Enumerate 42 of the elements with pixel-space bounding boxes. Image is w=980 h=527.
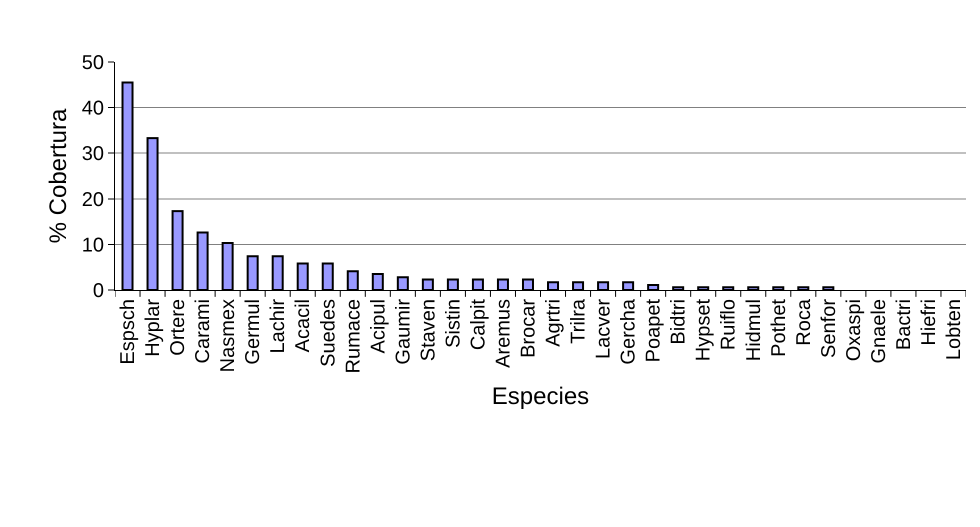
x-tick-label: Lobten xyxy=(942,299,965,360)
x-tick-label: Pothet xyxy=(768,298,790,357)
x-tick-label: Lachir xyxy=(267,298,290,354)
x-tick-label: Bidtri xyxy=(668,299,690,345)
x-tick-label: Hiefri xyxy=(918,299,940,346)
x-tick-label: Hypset xyxy=(692,298,715,362)
x-tick-label: Gnaele xyxy=(868,299,890,364)
x-tick-label: Oxaspi xyxy=(842,299,865,362)
x-tick-label: Ortere xyxy=(167,299,190,356)
y-tick-label: 30 xyxy=(82,143,104,166)
x-tick-label: Sistin xyxy=(442,299,464,348)
x-tick-label: Acacil xyxy=(292,299,314,352)
x-tick-label: Acipul xyxy=(367,299,390,354)
y-tick-label: 10 xyxy=(82,234,104,256)
x-tick-label: Nasmex xyxy=(217,299,240,372)
y-axis-title: % Cobertura xyxy=(44,108,72,244)
x-tick-label: Hidmul xyxy=(742,299,765,362)
x-tick-label: Senfor xyxy=(818,298,840,358)
y-tick-label: 50 xyxy=(82,52,104,74)
x-tick-label: Lacver xyxy=(592,298,615,360)
x-tick-label: Agrtri xyxy=(542,299,565,347)
y-tick-label: 20 xyxy=(82,188,104,211)
x-tick-label: Gaumir xyxy=(392,298,414,365)
x-tick-label: Germul xyxy=(242,299,264,365)
x-tick-label: Poapet xyxy=(642,298,665,362)
x-tick-label: Suedes xyxy=(317,299,340,367)
x-tick-label: Rumace xyxy=(342,299,364,374)
x-tick-label: Bactri xyxy=(892,299,915,350)
x-tick-label: Roca xyxy=(792,298,815,346)
x-axis-title: Especies xyxy=(492,382,590,410)
x-tick-label: Espsch xyxy=(117,299,140,365)
x-tick-label: Trilra xyxy=(568,298,590,344)
x-tick-label: Hyplar xyxy=(142,298,164,357)
x-tick-label: Staven xyxy=(417,299,440,362)
x-tick-label: Carami xyxy=(192,299,214,364)
x-tick-label: Ruiflo xyxy=(718,299,740,350)
y-tick-label: 40 xyxy=(82,98,104,120)
x-tick-label: Brocar xyxy=(517,298,540,358)
x-tick-label: Aremus xyxy=(492,299,514,368)
x-tick-label: Gercha xyxy=(618,298,640,365)
x-tick-label: Calpit xyxy=(467,298,490,350)
y-tick-label: 0 xyxy=(92,280,104,302)
